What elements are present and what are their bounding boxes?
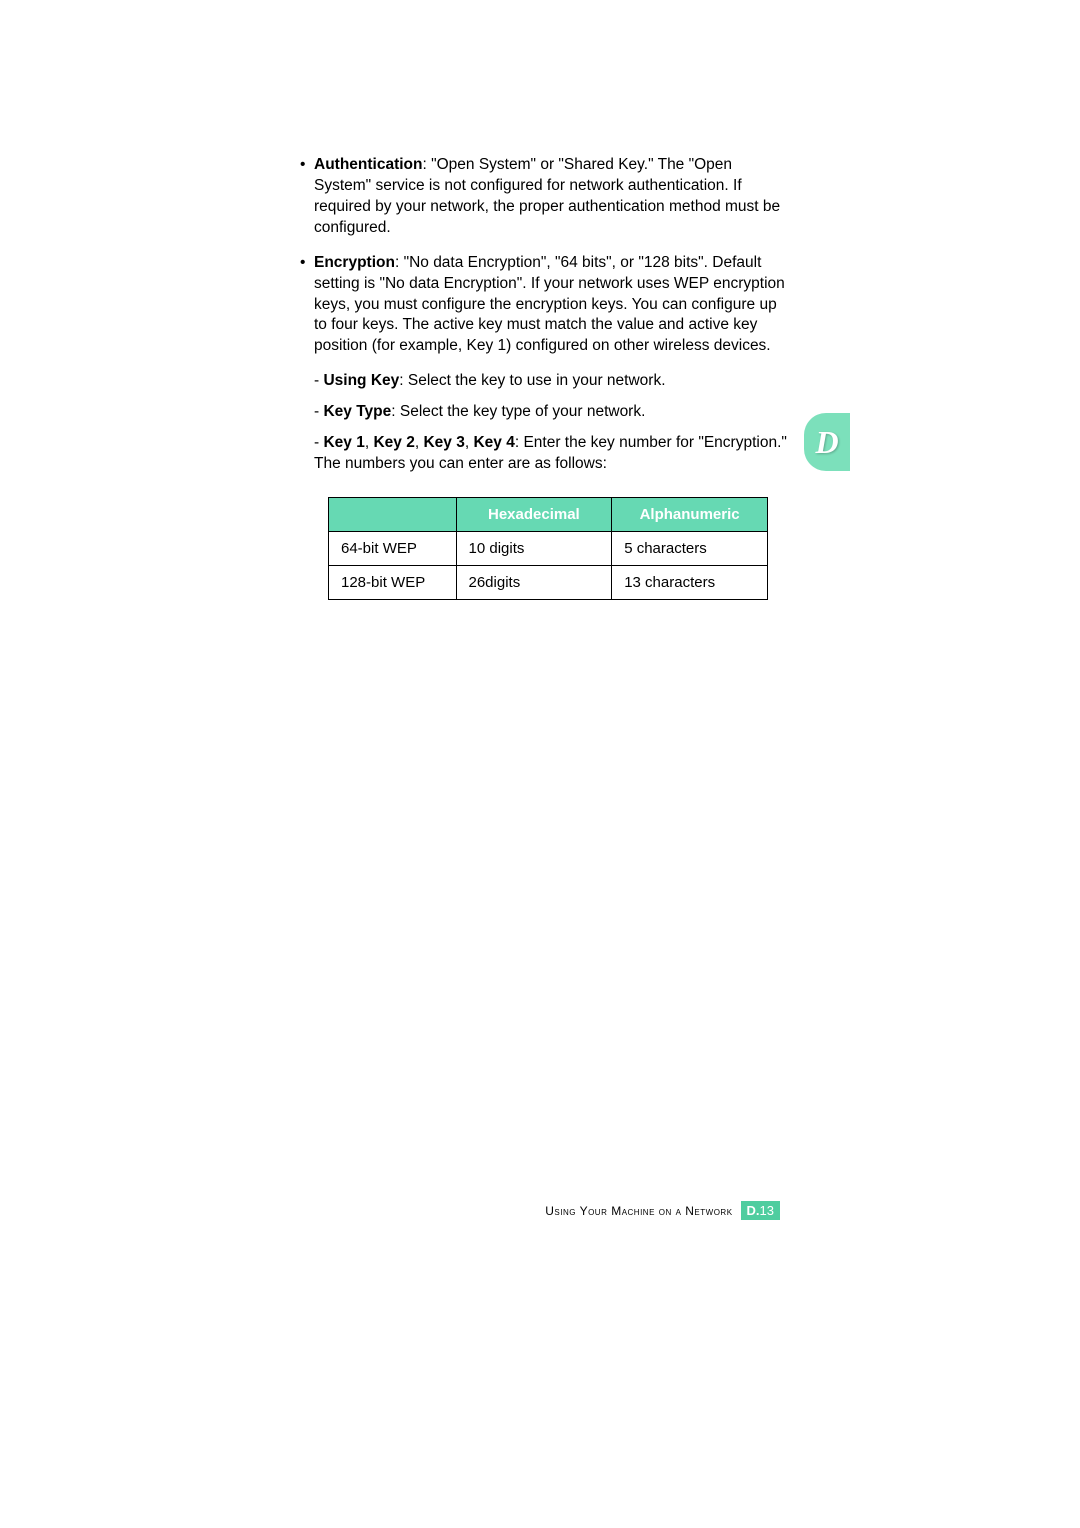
table-cell: 5 characters [612, 531, 768, 565]
sub-keys: - Key 1, Key 2, Key 3, Key 4: Enter the … [300, 433, 790, 475]
table-cell: 64-bit WEP [329, 531, 457, 565]
appendix-tab: D [804, 413, 850, 471]
bullet-encryption: Encryption: "No data Encryption", "64 bi… [300, 253, 790, 358]
table-row: 64-bit WEP 10 digits 5 characters [329, 531, 768, 565]
key3-label: Key 3 [423, 434, 464, 451]
table-row: 128-bit WEP 26digits 13 characters [329, 565, 768, 599]
bullet-authentication: Authentication: "Open System" or "Shared… [300, 155, 790, 239]
key4-label: Key 4 [473, 434, 514, 451]
sub-label: Using Key [323, 372, 399, 389]
table-cell: 13 characters [612, 565, 768, 599]
sub-label: Key Type [323, 403, 391, 420]
table-cell: 26digits [456, 565, 612, 599]
key1-label: Key 1 [323, 434, 364, 451]
bullet-label: Encryption [314, 254, 395, 271]
main-content: Authentication: "Open System" or "Shared… [300, 155, 790, 600]
sub-using-key: - Using Key: Select the key to use in yo… [300, 371, 790, 392]
bullet-label: Authentication [314, 156, 423, 173]
sub-text: : Select the key type of your network. [391, 403, 645, 420]
table-header-hex: Hexadecimal [456, 497, 612, 531]
sub-text: : Select the key to use in your network. [399, 372, 665, 389]
table-cell: 10 digits [456, 531, 612, 565]
appendix-letter: D [815, 424, 838, 461]
table-cell: 128-bit WEP [329, 565, 457, 599]
footer-section-title: Using Your Machine on a Network [545, 1204, 732, 1218]
page-number-badge: D.13 [741, 1201, 780, 1220]
key2-label: Key 2 [373, 434, 414, 451]
table-header-blank [329, 497, 457, 531]
sub-key-type: - Key Type: Select the key type of your … [300, 402, 790, 423]
table-header-row: Hexadecimal Alphanumeric [329, 497, 768, 531]
page-footer: Using Your Machine on a Network D.13 [0, 1201, 1080, 1220]
table-header-alpha: Alphanumeric [612, 497, 768, 531]
wep-table: Hexadecimal Alphanumeric 64-bit WEP 10 d… [328, 497, 768, 600]
